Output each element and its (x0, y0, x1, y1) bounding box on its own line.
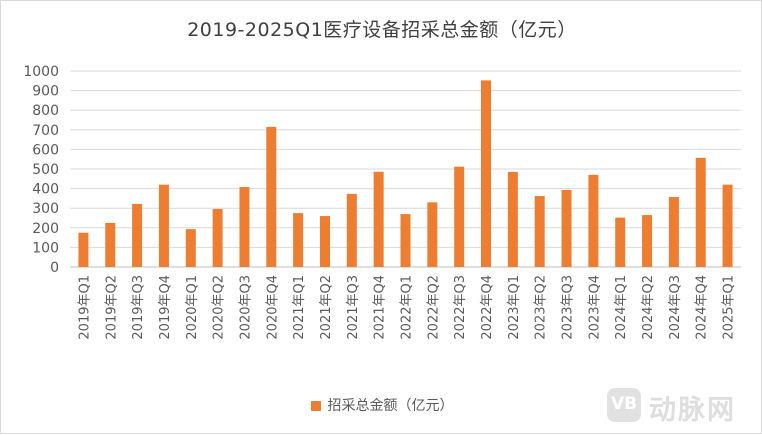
x-tick-label: 2022年Q4 (480, 275, 495, 340)
y-tick-label: 600 (32, 142, 59, 158)
x-tick-label: 2019年Q2 (104, 275, 119, 340)
x-tick-label: 2019年Q3 (131, 275, 146, 340)
x-tick-label: 2024年Q4 (695, 275, 710, 340)
x-tick-label: 2020年Q4 (265, 275, 280, 340)
bar (668, 197, 679, 267)
x-tick-label: 2023年Q1 (507, 275, 522, 340)
y-tick-label: 0 (50, 260, 59, 276)
x-tick-label: 2021年Q3 (346, 275, 361, 340)
y-tick-label: 400 (32, 182, 59, 198)
legend-label: 招采总金额（亿元） (327, 398, 454, 414)
bar (185, 229, 196, 267)
y-tick-label: 900 (32, 84, 59, 100)
bar (722, 184, 733, 267)
y-tick-label: 700 (32, 123, 59, 139)
chart-title: 2019-2025Q1医疗设备招采总金额（亿元） (187, 19, 577, 41)
bar (481, 80, 492, 268)
bar (319, 216, 330, 267)
bar (266, 126, 277, 267)
x-tick-label: 2022年Q2 (426, 275, 441, 340)
watermark-logo-icon: VB (607, 388, 641, 422)
bar (400, 214, 411, 267)
bar (105, 222, 116, 267)
bar (615, 217, 626, 267)
y-tick-label: 1000 (23, 64, 59, 80)
watermark-text: 动脉网 (649, 395, 736, 426)
bar (454, 166, 465, 267)
x-tick-label: 2024年Q2 (641, 275, 656, 340)
x-tick-label: 2019年Q4 (158, 275, 173, 340)
bar (78, 232, 89, 267)
y-tick-label: 200 (32, 221, 59, 237)
bar (507, 171, 518, 267)
x-tick-label: 2020年Q3 (238, 275, 253, 340)
y-tick-label: 500 (32, 162, 59, 178)
x-tick-label: 2024年Q1 (614, 275, 629, 340)
y-tick-label: 300 (32, 201, 59, 217)
x-tick-label: 2020年Q2 (212, 275, 227, 340)
x-tick-label: 2021年Q4 (373, 275, 388, 340)
x-tick-label: 2023年Q2 (534, 275, 549, 340)
bar (695, 157, 706, 267)
x-tick-label: 2019年Q1 (77, 275, 92, 340)
y-tick-label: 100 (32, 240, 59, 256)
bar (588, 174, 599, 267)
bar (642, 215, 653, 267)
bar (534, 196, 545, 267)
bar (373, 171, 384, 267)
x-tick-label: 2023年Q3 (561, 275, 576, 340)
watermark: VB 动脉网 (607, 384, 757, 428)
bar (346, 193, 357, 267)
bar (158, 184, 169, 267)
bar (132, 203, 143, 267)
x-tick-label: 2022年Q3 (453, 275, 468, 340)
bar (427, 202, 438, 267)
x-tick-label: 2024年Q3 (668, 275, 683, 340)
x-tick-label: 2021年Q2 (319, 275, 334, 340)
bar (561, 189, 572, 267)
bar (212, 208, 223, 267)
bar (239, 187, 250, 267)
x-tick-label: 2023年Q4 (587, 275, 602, 340)
x-tick-label: 2025年Q1 (722, 275, 737, 340)
legend-swatch (310, 401, 321, 411)
x-tick-label: 2022年Q1 (400, 275, 415, 340)
bar (293, 213, 304, 267)
x-tick-label: 2021年Q1 (292, 275, 307, 340)
x-tick-label: 2020年Q1 (185, 275, 200, 340)
y-tick-label: 800 (32, 103, 59, 119)
legend: 招采总金额（亿元） (1, 395, 762, 415)
